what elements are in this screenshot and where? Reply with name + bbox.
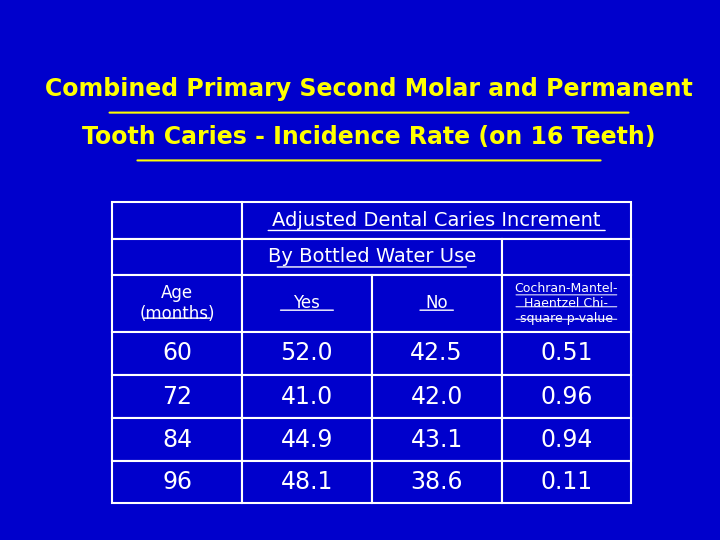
Text: 84: 84 <box>162 428 192 452</box>
Text: 44.9: 44.9 <box>281 428 333 452</box>
Text: Tooth Caries - Incidence Rate (on 16 Teeth): Tooth Caries - Incidence Rate (on 16 Tee… <box>82 125 656 149</box>
Bar <box>502 462 631 503</box>
Text: 60: 60 <box>162 341 192 366</box>
Bar <box>242 462 372 503</box>
Bar <box>242 375 372 418</box>
Bar <box>112 275 242 332</box>
Bar <box>372 462 502 503</box>
Text: 42.0: 42.0 <box>410 384 463 409</box>
Text: Adjusted Dental Caries Increment: Adjusted Dental Caries Increment <box>272 211 601 229</box>
Bar <box>502 275 631 332</box>
Text: No: No <box>426 294 448 312</box>
Bar <box>242 332 372 375</box>
Text: Combined Primary Second Molar and Permanent: Combined Primary Second Molar and Perman… <box>45 77 693 102</box>
Bar <box>372 418 502 462</box>
Bar <box>242 418 372 462</box>
Text: 0.51: 0.51 <box>540 341 593 366</box>
Bar <box>502 418 631 462</box>
Text: By Bottled Water Use: By Bottled Water Use <box>268 247 476 266</box>
Bar <box>502 239 631 275</box>
Text: 0.11: 0.11 <box>540 470 593 495</box>
Bar <box>112 332 242 375</box>
Bar <box>112 418 242 462</box>
Text: 0.94: 0.94 <box>540 428 593 452</box>
Text: 43.1: 43.1 <box>410 428 463 452</box>
Text: 38.6: 38.6 <box>410 470 463 495</box>
Text: 48.1: 48.1 <box>281 470 333 495</box>
Text: 52.0: 52.0 <box>281 341 333 366</box>
Bar <box>242 202 631 239</box>
Bar <box>372 332 502 375</box>
Text: 42.5: 42.5 <box>410 341 463 366</box>
Bar <box>502 375 631 418</box>
Text: 72: 72 <box>162 384 192 409</box>
Bar <box>112 239 242 275</box>
Text: 0.96: 0.96 <box>540 384 593 409</box>
Bar <box>242 275 372 332</box>
Bar <box>112 462 242 503</box>
Bar <box>502 332 631 375</box>
Bar <box>112 375 242 418</box>
Bar <box>372 375 502 418</box>
Bar <box>112 202 242 239</box>
Text: Age
(months): Age (months) <box>140 284 215 323</box>
Text: 96: 96 <box>162 470 192 495</box>
Text: Cochran-Mantel-
Haentzel Chi-
square p-value: Cochran-Mantel- Haentzel Chi- square p-v… <box>515 282 618 325</box>
Bar <box>372 275 502 332</box>
Text: Yes: Yes <box>294 294 320 312</box>
Text: 41.0: 41.0 <box>281 384 333 409</box>
Bar <box>242 239 502 275</box>
